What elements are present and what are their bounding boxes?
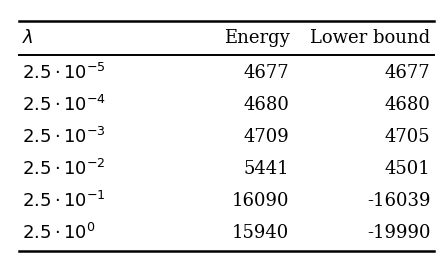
Text: $2.5 \cdot 10^{-1}$: $2.5 \cdot 10^{-1}$	[22, 191, 106, 211]
Text: 16090: 16090	[232, 192, 289, 210]
Text: $2.5 \cdot 10^{-3}$: $2.5 \cdot 10^{-3}$	[22, 127, 106, 147]
Text: 15940: 15940	[232, 224, 289, 242]
Text: 4705: 4705	[385, 128, 431, 146]
Text: 4501: 4501	[385, 160, 431, 178]
Text: -19990: -19990	[367, 224, 431, 242]
Text: 4680: 4680	[385, 96, 431, 114]
Text: $2.5 \cdot 10^{0}$: $2.5 \cdot 10^{0}$	[22, 223, 96, 243]
Text: 4680: 4680	[244, 96, 289, 114]
Text: Lower bound: Lower bound	[310, 29, 431, 47]
Text: 4709: 4709	[244, 128, 289, 146]
Text: $2.5 \cdot 10^{-2}$: $2.5 \cdot 10^{-2}$	[22, 159, 106, 179]
Text: $2.5 \cdot 10^{-4}$: $2.5 \cdot 10^{-4}$	[22, 95, 107, 115]
Text: 5441: 5441	[244, 160, 289, 178]
Text: $\lambda$: $\lambda$	[22, 29, 34, 47]
Text: 4677: 4677	[385, 64, 431, 82]
Text: -16039: -16039	[367, 192, 431, 210]
Text: 4677: 4677	[244, 64, 289, 82]
Text: Energy: Energy	[224, 29, 289, 47]
Text: $2.5 \cdot 10^{-5}$: $2.5 \cdot 10^{-5}$	[22, 63, 106, 83]
